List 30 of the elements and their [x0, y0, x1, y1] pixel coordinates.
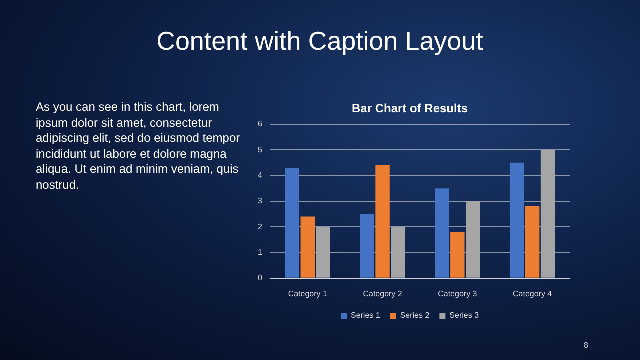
bar: [450, 232, 465, 278]
x-tick-label: Category 1: [288, 289, 328, 298]
y-tick-label: 5: [258, 145, 263, 154]
bar: [540, 150, 556, 278]
bar: [360, 214, 374, 278]
x-tick-label: Category 3: [438, 289, 478, 298]
text: As you can see in this chart, lorem ipsum dolor sit amet, consectetur adipiscing elit, sed do eiusmod tempor incididunt ut labore et dolore magna aliqua. Ut enim ad minim veniam, quis nostrud.: [36, 100, 241, 193]
x-tick-label: Category 2: [363, 289, 403, 298]
y-tick-label: 6: [258, 120, 263, 129]
bar: [300, 216, 316, 278]
y-tick-label: 4: [258, 170, 263, 180]
bar: [376, 165, 390, 278]
text: 8: [584, 341, 588, 350]
legend-label: Series 3: [450, 311, 480, 320]
bar: [316, 227, 330, 278]
x-tick-label: Category 4: [512, 289, 553, 298]
text: Content with Caption Layout: [156, 26, 484, 57]
y-tick-label: 2: [258, 222, 263, 232]
bar: [435, 188, 450, 278]
bar: [391, 227, 406, 278]
bar: [466, 201, 480, 278]
bar: [285, 168, 300, 278]
bar: [525, 206, 540, 278]
chart-title: Bar Chart of Results: [352, 102, 468, 116]
legend-label: Series 2: [400, 311, 430, 320]
y-tick-label: 0: [258, 274, 263, 283]
y-tick-label: 3: [258, 196, 263, 206]
legend-label: Series 1: [350, 311, 381, 320]
bar: [510, 162, 524, 278]
y-tick-label: 1: [258, 248, 263, 257]
